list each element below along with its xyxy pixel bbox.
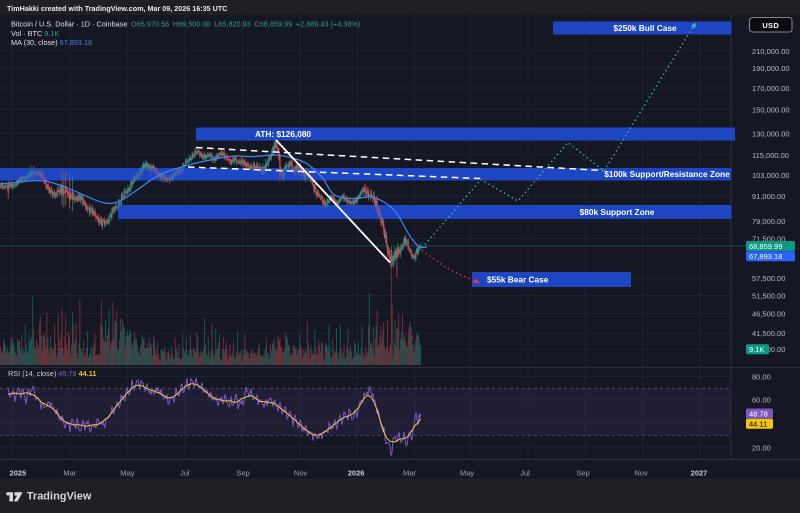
svg-text:130,000.00: 130,000.00 [752,129,790,138]
svg-text:80.00: 80.00 [752,372,771,381]
svg-text:$100k Support/Resistance Zone: $100k Support/Resistance Zone [604,169,730,179]
svg-text:May: May [460,468,474,477]
svg-text:2025: 2025 [10,468,27,477]
svg-text:51,500.00: 51,500.00 [752,291,785,300]
svg-text:60.00: 60.00 [752,395,771,404]
svg-text:115,000.00: 115,000.00 [752,151,789,160]
svg-text:190,000.00: 190,000.00 [752,64,790,73]
svg-text:103,000.00: 103,000.00 [752,171,790,180]
svg-text:210,000.00: 210,000.00 [752,47,790,56]
svg-text:$80k Support Zone: $80k Support Zone [580,207,655,217]
svg-text:RSI (14, close) 48.78 44.11: RSI (14, close) 48.78 44.11 [8,369,96,378]
svg-text:79,000.00: 79,000.00 [752,217,785,226]
svg-text:$250k Bull Case: $250k Bull Case [613,23,677,33]
svg-text:2027: 2027 [691,468,708,477]
svg-text:Sep: Sep [236,468,249,477]
svg-text:USD: USD [762,21,779,30]
svg-text:ATH: $126,080: ATH: $126,080 [255,129,311,139]
svg-text:91,000.00: 91,000.00 [752,192,785,201]
svg-text:MA (30, close) 67,893.18: MA (30, close) 67,893.18 [11,38,92,47]
svg-text:46,500.00: 46,500.00 [752,309,785,318]
svg-text:67,893.18: 67,893.18 [749,252,782,261]
svg-text:48.78: 48.78 [749,409,768,418]
svg-text:May: May [120,468,134,477]
svg-text:Sep: Sep [576,468,589,477]
svg-text:9.1K: 9.1K [749,345,764,354]
svg-text:Nov: Nov [634,468,648,477]
svg-text:TimHakki created with TradingV: TimHakki created with TradingView.com, M… [7,4,227,13]
svg-text:Jul: Jul [520,468,530,477]
svg-text:TradingView: TradingView [27,491,92,503]
svg-text:150,000.00: 150,000.00 [752,105,790,114]
svg-text:Mar: Mar [403,468,416,477]
svg-text:2026: 2026 [348,468,365,477]
svg-text:44.11: 44.11 [749,420,767,429]
svg-text:170,000.00: 170,000.00 [752,84,790,93]
svg-text:41,500.00: 41,500.00 [752,329,785,338]
svg-text:Mar: Mar [63,468,76,477]
svg-text:57,500.00: 57,500.00 [752,274,785,283]
svg-text:Bitcoin / U.S. Dollar · 1D · C: Bitcoin / U.S. Dollar · 1D · Coinbase O6… [11,19,360,28]
svg-text:71,500.00: 71,500.00 [752,234,785,243]
svg-text:Vol · BTC 9.1K: Vol · BTC 9.1K [11,29,59,38]
svg-text:$55k Bear Case: $55k Bear Case [487,275,549,285]
svg-text:Jul: Jul [180,468,190,477]
svg-text:20.00: 20.00 [752,444,771,453]
svg-text:Nov: Nov [294,468,308,477]
svg-text:68,859.99: 68,859.99 [749,242,782,251]
